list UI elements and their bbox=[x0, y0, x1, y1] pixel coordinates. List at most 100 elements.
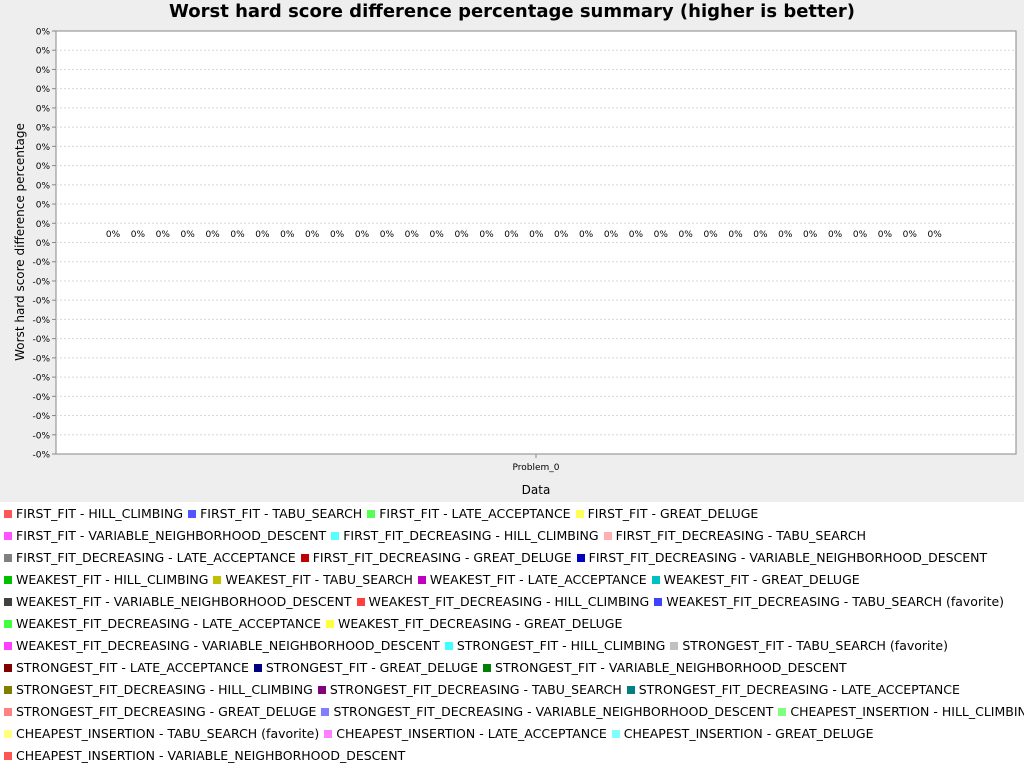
legend-item: WEAKEST_FIT_DECREASING - TABU_SEARCH (fa… bbox=[654, 593, 1004, 611]
data-label: 0% bbox=[355, 230, 370, 240]
y-tick-label: 0% bbox=[36, 220, 51, 230]
legend-label: WEAKEST_FIT_DECREASING - VARIABLE_NEIGHB… bbox=[16, 638, 440, 653]
y-tick-label: 0% bbox=[36, 143, 51, 153]
data-label: 0% bbox=[604, 230, 619, 240]
data-label: 0% bbox=[928, 230, 943, 240]
legend-item: FIRST_FIT_DECREASING - GREAT_DELUGE bbox=[300, 549, 572, 567]
data-label: 0% bbox=[878, 230, 893, 240]
legend-label: FIRST_FIT - TABU_SEARCH bbox=[200, 506, 363, 521]
legend-label: WEAKEST_FIT - HILL_CLIMBING bbox=[16, 572, 209, 587]
legend-swatch bbox=[4, 686, 12, 694]
legend-item: WEAKEST_FIT_DECREASING - GREAT_DELUGE bbox=[326, 615, 622, 633]
legend-label: CHEAPEST_INSERTION - HILL_CLIMBING bbox=[790, 704, 1024, 719]
data-label: 0% bbox=[205, 230, 220, 240]
legend-swatch bbox=[4, 664, 12, 672]
data-label: 0% bbox=[753, 230, 768, 240]
data-label: 0% bbox=[828, 230, 843, 240]
legend-swatch bbox=[626, 686, 635, 694]
data-label: 0% bbox=[703, 230, 718, 240]
legend-swatch bbox=[326, 620, 335, 628]
y-axis-ticks: 0% 0% 0% 0% 0% 0% 0% 0% 0% 0% 0% 0% -0% -0% -0% -0% -0% -… bbox=[32, 28, 56, 461]
legend-item: FIRST_FIT_DECREASING - LATE_ACCEPTANCE bbox=[4, 549, 296, 567]
y-tick-label: -0% bbox=[32, 258, 50, 268]
legend-swatch bbox=[356, 598, 365, 606]
legend-item: FIRST_FIT - GREAT_DELUGE bbox=[575, 505, 758, 523]
y-tick-label: 0% bbox=[36, 104, 51, 114]
y-tick-label: -0% bbox=[32, 316, 50, 326]
legend-item: STRONGEST_FIT - VARIABLE_NEIGHBORHOOD_DE… bbox=[483, 659, 847, 677]
legend-label: WEAKEST_FIT - LATE_ACCEPTANCE bbox=[429, 572, 647, 587]
legend-label: WEAKEST_FIT - TABU_SEARCH bbox=[225, 572, 413, 587]
legend-item: CHEAPEST_INSERTION - HILL_CLIMBING bbox=[778, 703, 1024, 721]
legend-item: WEAKEST_FIT_DECREASING - VARIABLE_NEIGHB… bbox=[4, 637, 440, 655]
y-tick-label: -0% bbox=[32, 393, 50, 403]
legend-swatch bbox=[444, 642, 453, 650]
y-tick-label: -0% bbox=[32, 354, 50, 364]
legend-item: CHEAPEST_INSERTION - GREAT_DELUGE bbox=[611, 725, 874, 743]
legend-row: WEAKEST_FIT_DECREASING - VARIABLE_NEIGHB… bbox=[4, 637, 953, 655]
legend-label: FIRST_FIT_DECREASING - LATE_ACCEPTANCE bbox=[16, 550, 296, 565]
legend-label: FIRST_FIT - VARIABLE_NEIGHBORHOOD_DESCEN… bbox=[16, 528, 327, 543]
y-tick-label: -0% bbox=[32, 431, 50, 441]
data-label: 0% bbox=[106, 230, 121, 240]
data-label: 0% bbox=[230, 230, 245, 240]
legend-swatch bbox=[417, 576, 426, 584]
legend-swatch bbox=[4, 532, 12, 540]
legend-swatch bbox=[4, 598, 12, 606]
legend-label: STRONGEST_FIT - LATE_ACCEPTANCE bbox=[16, 660, 249, 675]
legend-swatch bbox=[4, 554, 12, 562]
legend-item: WEAKEST_FIT - HILL_CLIMBING bbox=[4, 571, 208, 589]
legend-item: STRONGEST_FIT - TABU_SEARCH (favorite) bbox=[670, 637, 948, 655]
data-label: 0% bbox=[778, 230, 793, 240]
data-label: 0% bbox=[405, 230, 420, 240]
data-label: 0% bbox=[629, 230, 644, 240]
chart-area: 0% 0% 0% 0% 0% 0% 0% 0% 0% 0% 0% 0% -0% -0% -0% -0% -0% -… bbox=[13, 28, 1017, 497]
legend-item: WEAKEST_FIT - LATE_ACCEPTANCE bbox=[417, 571, 647, 589]
legend-item: STRONGEST_FIT - LATE_ACCEPTANCE bbox=[4, 659, 249, 677]
legend-swatch bbox=[611, 730, 620, 738]
legend-swatch bbox=[321, 708, 330, 716]
data-label: 0% bbox=[654, 230, 669, 240]
data-label: 0% bbox=[454, 230, 469, 240]
legend-label: FIRST_FIT_DECREASING - VARIABLE_NEIGHBOR… bbox=[588, 550, 988, 565]
legend-item: STRONGEST_FIT_DECREASING - HILL_CLIMBING bbox=[4, 681, 313, 699]
legend-row: WEAKEST_FIT - VARIABLE_NEIGHBORHOOD_DESC… bbox=[4, 593, 1009, 611]
legend-row: STRONGEST_FIT - LATE_ACCEPTANCE STRONGEST… bbox=[4, 659, 852, 677]
y-axis-label: Worst hard score difference percentage bbox=[13, 123, 27, 361]
legend-item: FIRST_FIT_DECREASING - VARIABLE_NEIGHBOR… bbox=[576, 549, 988, 567]
data-label: 0% bbox=[903, 230, 918, 240]
legend-row: WEAKEST_FIT - HILL_CLIMBING WEAKEST_FIT -… bbox=[4, 571, 865, 589]
data-label: 0% bbox=[430, 230, 445, 240]
data-label: 0% bbox=[579, 230, 594, 240]
data-label: 0% bbox=[181, 230, 196, 240]
y-tick-label: 0% bbox=[36, 28, 51, 38]
legend-label: WEAKEST_FIT - VARIABLE_NEIGHBORHOOD_DESC… bbox=[16, 594, 352, 609]
y-tick-label: -0% bbox=[32, 277, 50, 287]
legend-label: CHEAPEST_INSERTION - LATE_ACCEPTANCE bbox=[336, 726, 607, 741]
data-label: 0% bbox=[728, 230, 743, 240]
legend-swatch bbox=[213, 576, 222, 584]
legend-item: FIRST_FIT - LATE_ACCEPTANCE bbox=[367, 505, 571, 523]
legend-label: STRONGEST_FIT_DECREASING - LATE_ACCEPTAN… bbox=[638, 682, 960, 697]
legend-item: WEAKEST_FIT - TABU_SEARCH bbox=[213, 571, 413, 589]
y-tick-label: -0% bbox=[32, 374, 50, 384]
legend-label: FIRST_FIT_DECREASING - TABU_SEARCH bbox=[615, 528, 866, 543]
legend-item: FIRST_FIT_DECREASING - TABU_SEARCH bbox=[603, 527, 866, 545]
legend-swatch bbox=[331, 532, 340, 540]
data-label: 0% bbox=[156, 230, 171, 240]
data-label: 0% bbox=[504, 230, 519, 240]
data-label: 0% bbox=[554, 230, 569, 240]
legend-label: WEAKEST_FIT_DECREASING - GREAT_DELUGE bbox=[338, 616, 623, 631]
legend-label: STRONGEST_FIT - TABU_SEARCH (favorite) bbox=[682, 638, 948, 653]
legend-label: STRONGEST_FIT - HILL_CLIMBING bbox=[456, 638, 666, 653]
legend-item: CHEAPEST_INSERTION - LATE_ACCEPTANCE bbox=[324, 725, 607, 743]
data-label: 0% bbox=[479, 230, 494, 240]
legend-swatch bbox=[300, 554, 309, 562]
legend-swatch bbox=[4, 620, 12, 628]
legend-label: STRONGEST_FIT_DECREASING - HILL_CLIMBING bbox=[16, 682, 313, 697]
legend-item: STRONGEST_FIT - GREAT_DELUGE bbox=[253, 659, 478, 677]
legend-swatch bbox=[670, 642, 679, 650]
legend-swatch bbox=[576, 554, 585, 562]
data-label: 0% bbox=[280, 230, 295, 240]
legend-label: STRONGEST_FIT_DECREASING - GREAT_DELUGE bbox=[16, 704, 317, 719]
